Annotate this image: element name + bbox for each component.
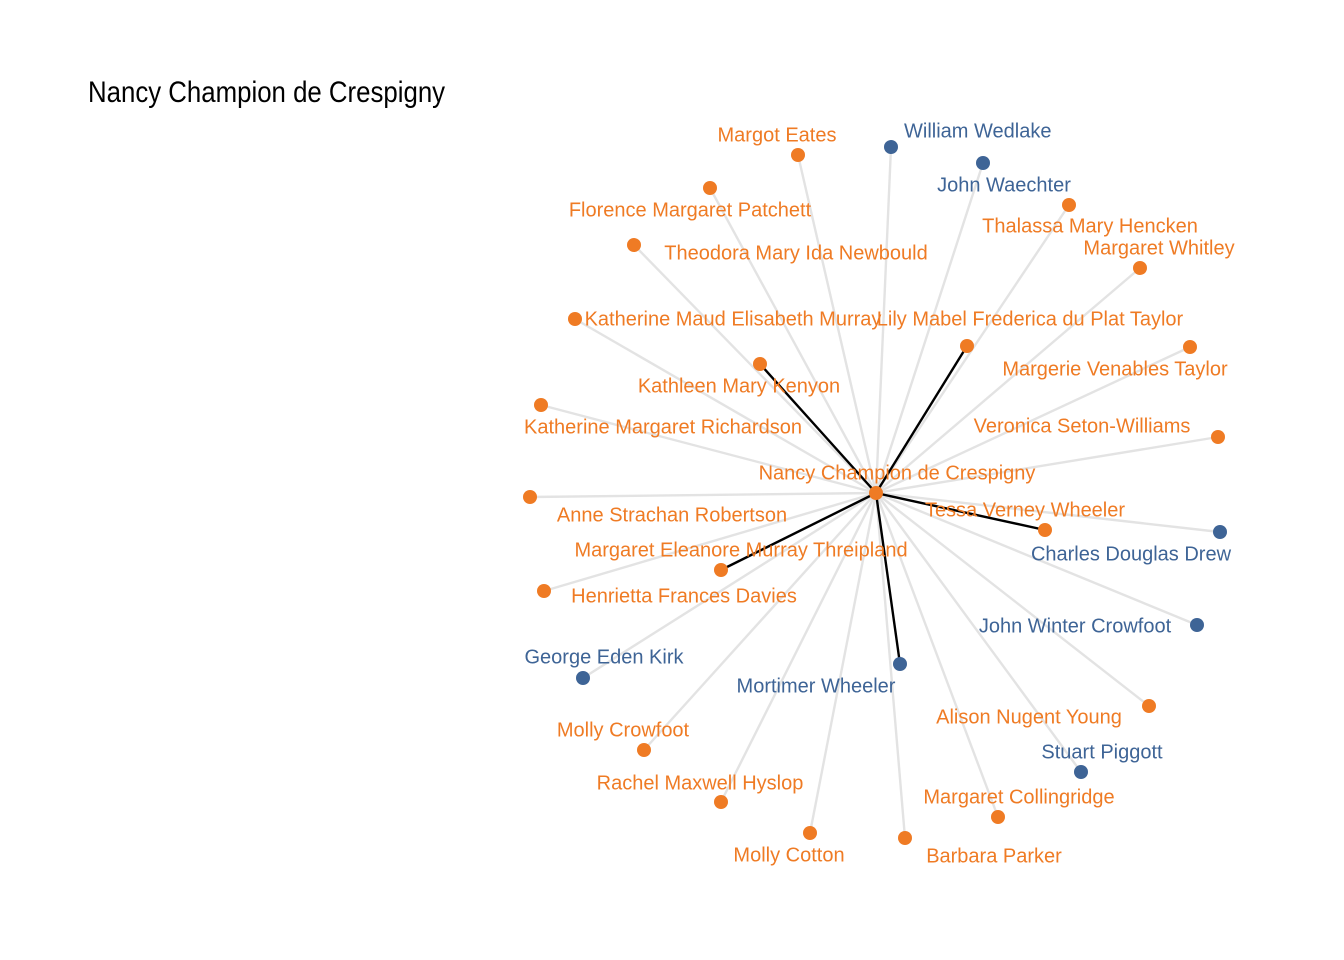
edge-margot-eates xyxy=(796,154,878,494)
edge-henrietta-davies xyxy=(543,491,877,593)
node-katherine-murray[interactable] xyxy=(568,312,582,326)
label-charles-drew: Charles Douglas Drew xyxy=(1031,543,1232,565)
label-mortimer-wheeler: Mortimer Wheeler xyxy=(737,675,896,697)
edge-florence-patchett xyxy=(708,187,878,494)
label-barbara-parker: Barbara Parker xyxy=(926,845,1062,867)
edge-tessa-wheeler xyxy=(875,491,1046,532)
label-molly-cotton: Molly Cotton xyxy=(733,844,844,866)
node-thalassa-hencken[interactable] xyxy=(1062,198,1076,212)
label-thalassa-hencken: Thalassa Mary Hencken xyxy=(982,215,1198,237)
node-john-waechter[interactable] xyxy=(976,156,990,170)
label-stuart-piggott: Stuart Piggott xyxy=(1041,741,1163,763)
edge-kathleen-kenyon xyxy=(759,363,877,494)
edge-william-wedlake xyxy=(874,146,893,494)
node-margerie-taylor[interactable] xyxy=(1183,340,1197,354)
node-mortimer-wheeler[interactable] xyxy=(893,657,907,671)
label-margaret-collingridge: Margaret Collingridge xyxy=(923,786,1114,808)
node-stuart-piggott[interactable] xyxy=(1074,765,1088,779)
edge-anne-robertson xyxy=(529,491,877,499)
label-layer: Margot Eates William Wedlake John Waechter… xyxy=(524,120,1235,867)
edge-rachel-hyslop xyxy=(719,492,878,803)
edge-george-kirk xyxy=(582,491,877,680)
node-rachel-hyslop[interactable] xyxy=(714,795,728,809)
label-katherine-richardson: Katherine Margaret Richardson xyxy=(524,416,802,438)
node-margot-eates[interactable] xyxy=(791,148,805,162)
node-margaret-whitley[interactable] xyxy=(1133,261,1147,275)
edge-lily-taylor xyxy=(874,345,969,494)
label-florence-patchett: Florence Margaret Patchett xyxy=(569,199,812,221)
edge-layer xyxy=(529,146,1221,839)
node-charles-drew[interactable] xyxy=(1213,525,1227,539)
node-kathleen-kenyon[interactable] xyxy=(753,357,767,371)
edge-molly-cotton xyxy=(808,492,878,834)
node-william-wedlake[interactable] xyxy=(884,140,898,154)
node-alison-young[interactable] xyxy=(1142,699,1156,713)
page-title: Nancy Champion de Crespigny xyxy=(88,76,446,109)
node-molly-cotton[interactable] xyxy=(803,826,817,840)
label-margot-eates: Margot Eates xyxy=(718,124,837,146)
edge-john-crowfoot xyxy=(875,491,1198,627)
node-henrietta-davies[interactable] xyxy=(537,584,551,598)
node-tessa-wheeler[interactable] xyxy=(1038,523,1052,537)
label-john-crowfoot: John Winter Crowfoot xyxy=(979,615,1172,637)
node-layer xyxy=(523,140,1227,845)
edge-margaret-collingridge xyxy=(874,492,1000,818)
node-lily-taylor[interactable] xyxy=(960,339,974,353)
label-veronica-seton-williams: Veronica Seton-Williams xyxy=(974,415,1191,437)
edge-margaret-whitley xyxy=(875,267,1141,494)
node-florence-patchett[interactable] xyxy=(703,181,717,195)
edge-alison-young xyxy=(875,492,1150,707)
highlight-edge-layer xyxy=(720,345,1046,665)
edge-john-waechter xyxy=(874,162,985,494)
label-rachel-hyslop: Rachel Maxwell Hyslop xyxy=(597,772,804,794)
node-veronica-seton-williams[interactable] xyxy=(1211,430,1225,444)
node-theodora-newbould[interactable] xyxy=(627,238,641,252)
label-margerie-taylor: Margerie Venables Taylor xyxy=(1002,358,1228,380)
edge-theodora-newbould xyxy=(633,244,877,494)
node-molly-crowfoot[interactable] xyxy=(637,743,651,757)
edge-molly-crowfoot xyxy=(643,492,877,751)
label-molly-crowfoot: Molly Crowfoot xyxy=(557,719,690,741)
node-margaret-collingridge[interactable] xyxy=(991,810,1005,824)
node-margaret-threipland[interactable] xyxy=(714,563,728,577)
edge-barbara-parker xyxy=(874,492,907,839)
label-ncdc: Nancy Champion de Crespigny xyxy=(759,462,1036,484)
node-ncdc[interactable] xyxy=(869,486,883,500)
edge-stuart-piggott xyxy=(875,492,1082,773)
edge-katherine-murray xyxy=(574,317,877,495)
edge-margaret-threipland xyxy=(720,491,877,572)
label-alison-young: Alison Nugent Young xyxy=(936,706,1122,728)
node-anne-robertson[interactable] xyxy=(523,490,537,504)
label-george-kirk: George Eden Kirk xyxy=(525,646,685,668)
label-theodora-newbould: Theodora Mary Ida Newbould xyxy=(664,242,927,264)
label-lily-taylor: Lily Mabel Frederica du Plat Taylor xyxy=(877,308,1184,330)
node-barbara-parker[interactable] xyxy=(898,831,912,845)
edge-margerie-taylor xyxy=(875,345,1191,495)
node-katherine-richardson[interactable] xyxy=(534,398,548,412)
node-john-crowfoot[interactable] xyxy=(1190,618,1204,632)
node-george-kirk[interactable] xyxy=(576,671,590,685)
label-tessa-wheeler: Tessa Verney Wheeler xyxy=(925,499,1125,521)
label-john-waechter: John Waechter xyxy=(937,174,1071,196)
edge-katherine-richardson xyxy=(540,403,877,495)
label-william-wedlake: William Wedlake xyxy=(904,120,1051,142)
label-katherine-murray: Katherine Maud Elisabeth Murray xyxy=(585,308,882,330)
label-margaret-threipland: Margaret Eleanore Murray Threipland xyxy=(574,539,907,561)
label-margaret-whitley: Margaret Whitley xyxy=(1083,237,1234,259)
edge-mortimer-wheeler xyxy=(874,492,902,665)
label-kathleen-kenyon: Kathleen Mary Kenyon xyxy=(638,375,840,397)
label-anne-robertson: Anne Strachan Robertson xyxy=(557,504,787,526)
edge-charles-drew xyxy=(875,491,1221,534)
edge-veronica-seton-williams xyxy=(875,435,1219,495)
label-henrietta-davies: Henrietta Frances Davies xyxy=(571,585,797,607)
